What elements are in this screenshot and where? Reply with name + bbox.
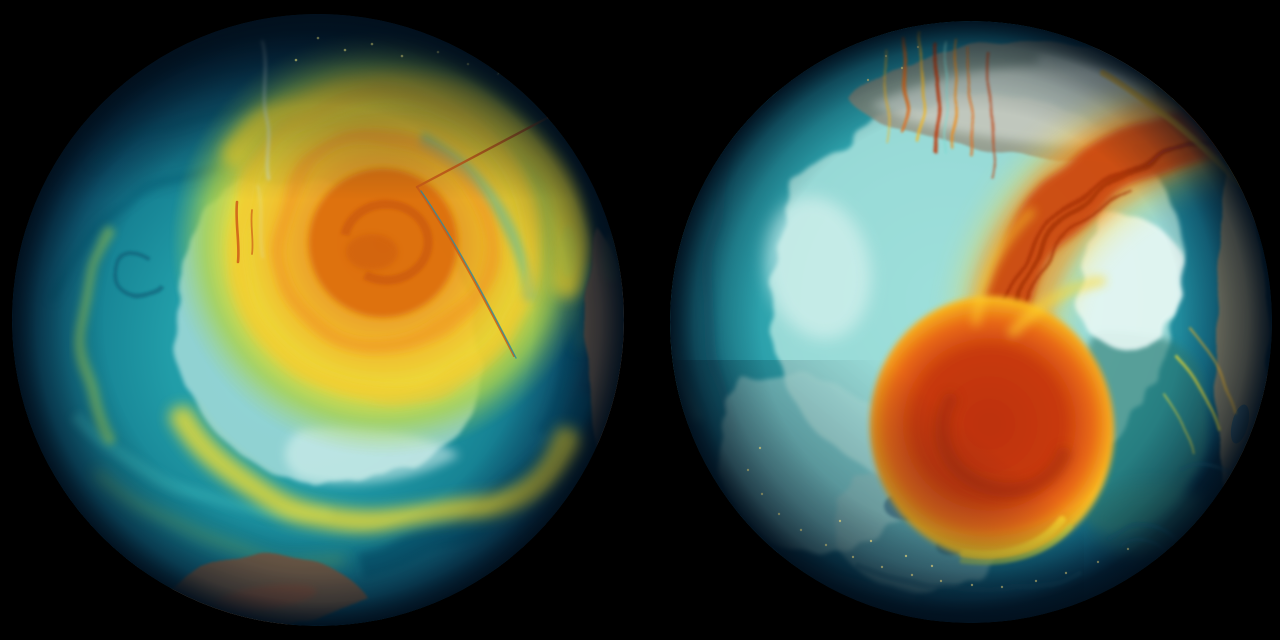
north-polar-vortex-globe <box>670 21 1272 623</box>
right-limb-vignette <box>670 21 1272 623</box>
south-polar-vortex-globe <box>12 14 624 626</box>
limb-sea-spot <box>1247 473 1257 495</box>
left-limb-vignette <box>12 14 624 626</box>
limb-sea-spot <box>1240 136 1254 168</box>
